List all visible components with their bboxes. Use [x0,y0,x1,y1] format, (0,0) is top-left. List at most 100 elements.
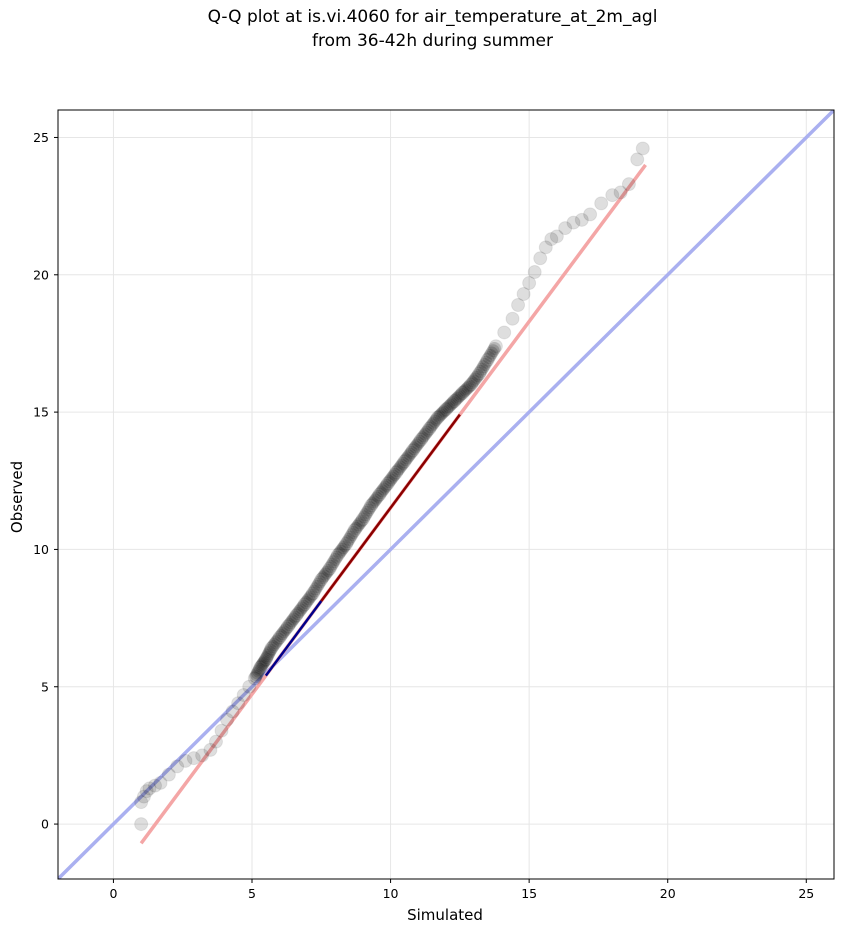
data-point-dense-24 [280,621,294,635]
data-point-53 [511,297,526,312]
data-point-dense-116 [433,408,447,422]
grid-lines [58,110,834,879]
data-point-dense-74 [363,501,377,515]
data-point-dense-134 [463,379,477,393]
data-point-dense-84 [379,478,393,492]
data-point-51 [497,325,512,340]
data-point-56 [527,265,542,280]
data-point-dense-25 [282,617,296,631]
identity-line [58,110,834,879]
axis-ticks: 0 5 10 15 20 25 0 5 10 15 20 25 [33,130,814,901]
data-point-dense-87 [385,471,399,485]
data-point-dense-107 [418,427,432,441]
data-point-dense-18 [270,634,284,648]
data-point-2 [136,789,151,804]
data-point-dense-122 [443,398,457,412]
data-point-34 [355,512,370,527]
data-point-dense-19 [271,632,285,646]
data-point-dense-99 [404,445,418,459]
data-point-1 [134,795,149,810]
data-point-19 [242,679,257,694]
data-point-dense-28 [287,612,301,626]
data-point-70 [635,141,650,156]
data-point-41 [414,432,429,447]
data-point-dense-14 [263,643,277,657]
data-point-dense-66 [350,520,364,534]
data-point-dense-118 [436,405,450,419]
data-point-dense-111 [425,418,439,432]
data-point-dense-94 [396,456,410,470]
data-point-28 [305,586,320,601]
data-point-dense-127 [451,390,465,404]
data-point-69 [630,152,645,167]
data-point-dense-37 [302,592,316,606]
data-point-dense-43 [312,577,326,591]
data-point-48 [472,366,487,381]
y-tick-label-0: 0 [41,817,49,832]
data-point-dense-148 [486,344,500,358]
data-point-dense-3 [251,664,265,678]
data-point-33 [347,523,362,538]
data-point-64 [583,207,598,222]
y-tick-label-1: 5 [41,679,49,694]
data-point-dense-9 [258,654,272,668]
data-point-dense-88 [386,469,400,483]
data-point-dense-30 [291,607,305,621]
data-point-dense-64 [346,525,360,539]
data-point-dense-81 [375,484,389,498]
data-point-62 [566,215,581,230]
data-point-dense-117 [435,406,449,420]
data-point-52 [505,311,520,326]
data-point-dense-89 [388,467,402,481]
data-point-35 [364,498,379,513]
data-point-13 [208,734,223,749]
data-point-dense-11 [261,649,275,663]
data-point-dense-104 [413,434,427,448]
data-point-58 [538,240,553,255]
data-point-60 [549,229,564,244]
data-point-dense-108 [420,425,434,439]
data-point-43 [430,410,445,425]
data-point-dense-132 [460,382,474,396]
data-point-dense-4 [252,662,266,676]
data-point-54 [516,287,531,302]
data-point-dense-8 [257,655,271,669]
data-point-dense-45 [316,571,330,585]
data-point-dense-110 [424,420,438,434]
data-point-dense-21 [275,627,289,641]
data-point-dense-48 [320,565,334,579]
data-point-dense-7 [256,656,270,670]
data-point-dense-92 [393,460,407,474]
data-point-dense-0 [249,670,263,684]
data-point-dense-36 [300,594,314,608]
y-axis-label: Observed [8,461,26,533]
data-point-dense-57 [335,542,349,556]
data-point-dense-70 [357,510,371,524]
data-point-49 [480,352,495,367]
data-point-dense-27 [285,614,299,628]
data-point-25 [281,619,296,634]
data-point-20 [247,671,262,686]
data-point-3 [139,784,154,799]
data-point-dense-20 [274,628,288,642]
data-point-dense-113 [428,414,442,428]
data-point-dense-29 [288,610,302,624]
data-point-dense-121 [442,400,456,414]
data-point-32 [339,536,354,551]
data-point-dense-145 [482,351,496,365]
data-point-23 [264,641,279,656]
data-point-dense-55 [332,546,346,560]
data-point-dense-124 [446,395,460,409]
data-point-dense-140 [474,364,488,378]
data-point-dense-133 [461,380,475,394]
data-point-24 [272,630,287,645]
data-point-dense-135 [465,376,479,390]
data-point-dense-85 [382,475,396,489]
data-point-dense-47 [318,567,332,581]
data-point-16 [225,704,240,719]
data-point-21 [253,660,268,675]
data-point-dense-141 [475,362,489,376]
data-point-27 [297,597,312,612]
data-point-dense-15 [266,639,280,653]
